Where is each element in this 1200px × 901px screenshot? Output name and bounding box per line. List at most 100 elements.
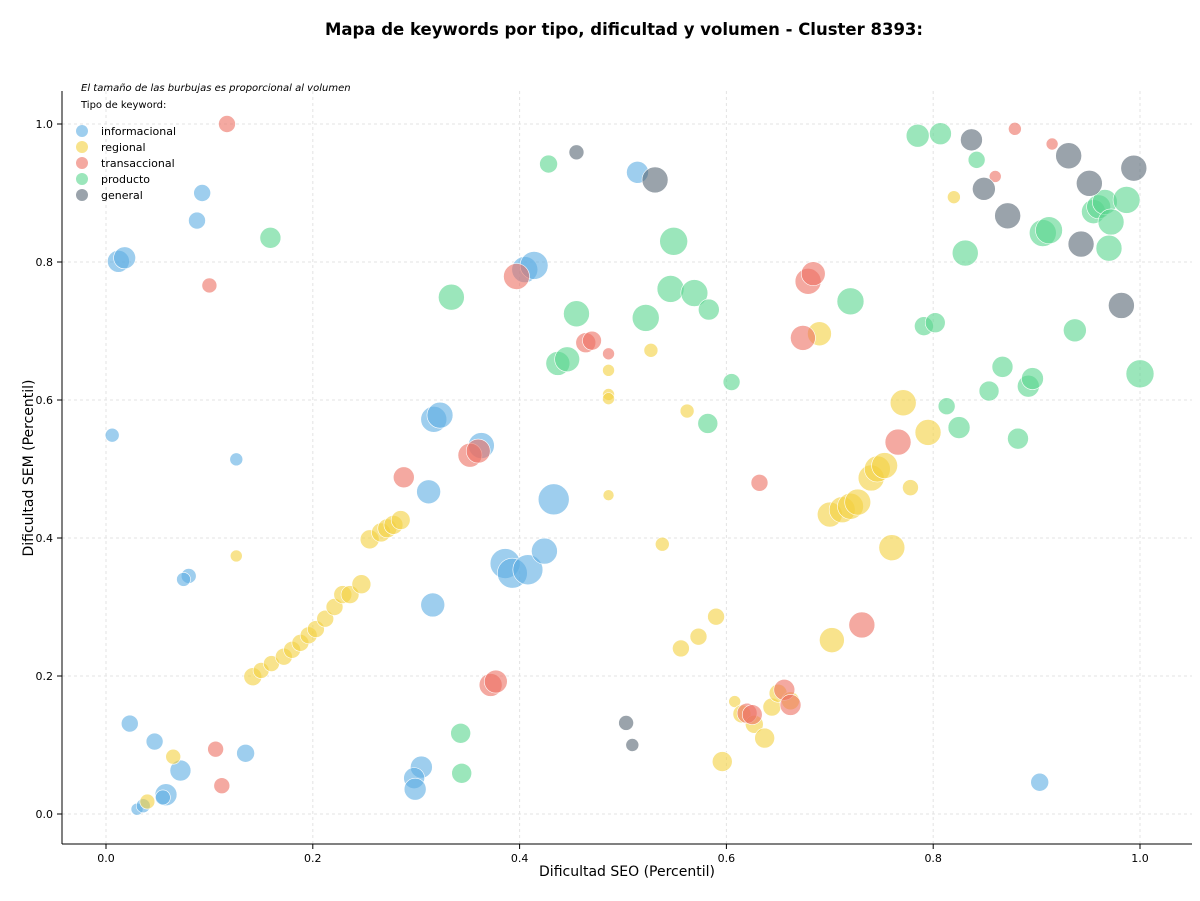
bubble-transaccional [503,263,530,290]
bubble-regional [229,549,243,563]
bubble-producto [697,413,719,434]
bubble-transaccional [582,330,602,351]
chart-title: Mapa de keywords por tipo, dificultad y … [324,20,924,39]
legend-marker-general [76,189,88,201]
bubble-regional [139,793,156,810]
legend-marker-transaccional [76,157,88,169]
bubble-general [568,144,585,161]
bubble-transaccional [207,740,224,758]
bubble-transaccional [213,777,231,795]
bubble-producto [438,283,465,311]
bubble-general [972,177,996,201]
bubble-transaccional [218,115,236,133]
bubble-transaccional [392,466,415,489]
bubble-producto [450,722,471,744]
bubble-producto [1007,427,1029,450]
legend-marker-producto [76,173,88,185]
bubble-producto [1095,234,1123,262]
bubble-producto [937,397,956,416]
bubble-informacional [229,452,244,467]
bubble-informacional [416,479,441,505]
y-axis-label: Dificultad SEM (Percentil) [21,380,37,557]
legend-title: Tipo de keyword: [80,100,166,111]
bubble-producto [951,239,979,267]
bubble-regional [707,607,725,626]
bubble-producto [554,346,580,373]
size-annotation: El tamaño de las burbujas es proporciona… [81,83,351,94]
y-tick-label: 0.6 [36,394,54,407]
bubble-informacional [145,732,164,751]
bubble-transaccional [848,611,876,639]
legend-label-transaccional: transaccional [101,157,175,170]
bubble-transaccional [201,277,218,294]
bubble-producto [656,275,685,303]
bubble-informacional [426,401,454,429]
x-ticks: 0.0 0.2 0.4 0.6 0.8 1.0 [97,844,1149,865]
bubble-producto [1021,367,1044,390]
bubble-general [1067,230,1095,258]
legend-marker-informacional [76,125,88,137]
bubble-general [641,166,669,194]
bubble-regional [947,190,961,204]
bubble-regional [689,627,708,646]
bubble-general [960,128,983,152]
x-tick-label: 0.4 [511,852,529,865]
bubble-producto [451,762,472,784]
y-tick-label: 0.2 [36,670,54,683]
bubble-producto [947,416,971,439]
bubble-regional [871,452,898,479]
bubble-informacional [403,777,427,801]
y-tick-label: 1.0 [36,118,54,131]
bubble-regional [878,534,906,561]
bubble-transaccional [790,325,816,351]
bubble-producto [259,227,282,249]
bubble-informacional [155,789,171,806]
bubble-informacional [1030,772,1050,792]
bubble-producto [1125,359,1155,389]
bubble-regional [165,748,182,765]
bubble-producto [929,122,952,145]
y-tick-label: 0.4 [36,532,54,545]
bubble-producto [967,151,986,169]
bubble-informacional [113,246,136,270]
bubble-producto [680,279,709,307]
bubble-regional [819,627,845,653]
series-general [568,128,1148,752]
bubble-regional [728,695,741,708]
bubble-transaccional [988,170,1002,183]
bubble-regional [889,389,917,417]
x-tick-label: 0.6 [718,852,736,865]
x-tick-label: 0.8 [924,852,942,865]
bubble-producto [1035,216,1063,245]
legend-label-producto: producto [101,173,150,186]
series-regional [139,190,961,810]
bubble-producto [1063,318,1087,343]
y-ticks: 0.0 0.2 0.4 0.6 0.8 1.0 [36,118,62,821]
legend-label-informacional: informacional [101,125,176,138]
bubble-informacional [537,483,570,516]
x-axis-label: Dificultad SEO (Percentil) [539,864,715,880]
bubble-producto [978,380,1000,402]
bubble-producto [836,287,865,316]
bubble-producto [698,298,720,321]
bubble-informacional [512,554,544,586]
bubble-producto [631,304,660,332]
bubble-transaccional [465,438,491,464]
bubble-regional [351,574,372,595]
bubble-producto [1112,186,1141,214]
bubble-regional [654,536,670,552]
bubble-general [1055,142,1082,170]
bubble-producto [924,312,946,334]
bubble-transaccional [1008,122,1022,136]
series-informacional [104,161,1050,816]
bubble-regional [754,727,775,749]
bubble-transaccional [800,261,826,287]
bubble-producto [563,300,590,328]
bubble-general [618,715,634,731]
bubble-producto [722,373,741,391]
axes [61,91,1192,845]
bubble-regional [390,510,411,530]
bubble-transaccional [1045,137,1059,151]
y-tick-label: 0.0 [36,808,54,821]
legend-marker-regional [76,141,88,153]
